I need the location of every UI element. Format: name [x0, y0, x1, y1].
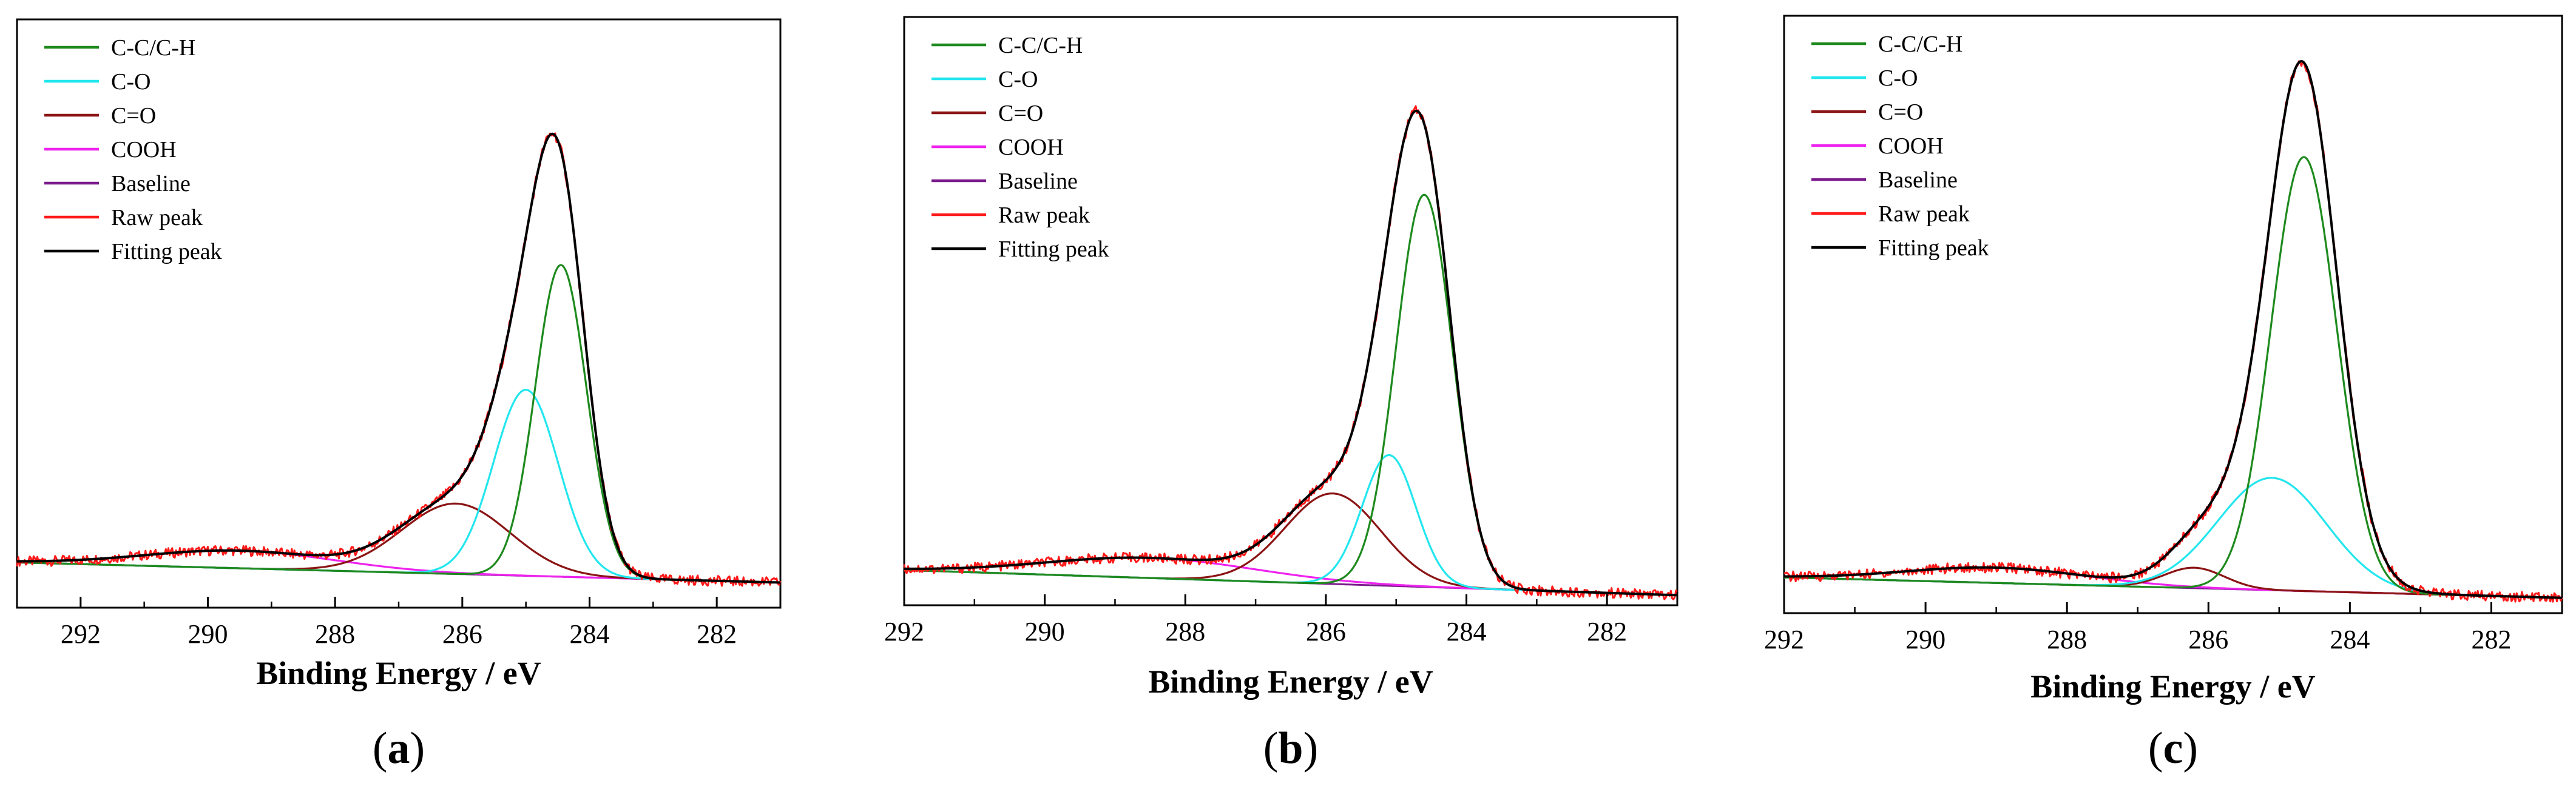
panel-b-legend-label-raw-peak: Raw peak	[998, 203, 1090, 228]
panel-a-x-tick-label: 290	[188, 619, 228, 649]
panel-c-x-tick-label: 290	[1905, 625, 1946, 654]
panel-c-x-tick-label: 284	[2330, 625, 2370, 654]
panel-a-c-o-curve	[17, 502, 780, 584]
panel-a-legend-label-c-c-c-h: C-C/C-H	[111, 35, 195, 61]
panel-c-legend-label-baseline: Baseline	[1878, 167, 1958, 193]
panel-b-legend-label-c-c-c-h: C-C/C-H	[998, 33, 1083, 58]
panel-c-x-tick-label: 282	[2471, 625, 2511, 654]
panel-a-legend-label-fitting-peak: Fitting peak	[111, 239, 222, 264]
panel-a-x-tick-label: 288	[315, 619, 355, 649]
panel-c-label: (c)	[2148, 724, 2198, 773]
panel-a-x-tick-label: 286	[442, 619, 482, 649]
panel-c-curves	[1783, 59, 2563, 603]
panel-a-legend: C-C/C-H C-O C=O COOH Baseline Raw peak Fitting…	[44, 35, 222, 264]
panel-a-legend-label-baseline: Baseline	[111, 171, 191, 196]
panel-a-legend-label-raw-peak: Raw peak	[111, 205, 203, 230]
panel-b-legend-label-baseline: Baseline	[998, 169, 1078, 194]
panel-a-legend-label-c-o: C=O	[111, 103, 156, 129]
panel-c-legend: C-C/C-H C-O C=O COOH Baseline Raw peak Fitting…	[1811, 32, 1989, 261]
panel-a-x-tick-label: 282	[697, 619, 737, 649]
panel-b-legend-label-fitting-peak: Fitting peak	[998, 237, 1109, 262]
panel-b-x-tick-label: 286	[1306, 617, 1346, 646]
panel-b-frame	[903, 16, 1678, 606]
panel-c-legend-label-cooh: COOH	[1878, 133, 1944, 159]
panel-b-x-tick-label: 282	[1587, 617, 1627, 646]
panel-a: 292 290 288 286 284 282 C-C/C-H C-O C=O COOH Base…	[16, 18, 782, 773]
panel-c-legend-label-fitting-peak: Fitting peak	[1878, 235, 1989, 261]
panel-c-legend-label-c-o: C=O	[1878, 99, 1923, 125]
panel-b-label: (b)	[1263, 724, 1318, 773]
panel-b-c-o-curve	[904, 492, 1678, 596]
panel-c-ticks: 292 290 288 286 284 282	[1764, 602, 2563, 654]
panel-b-fitting-peak-curve	[904, 109, 1678, 597]
panel-c: 292 290 288 286 284 282 C-C/C-H C-O C=O COOH Base…	[1764, 15, 2563, 773]
panel-b-x-tick-label: 292	[884, 617, 924, 646]
panel-c-x-axis-title: Binding Energy / eV	[2030, 668, 2316, 705]
panel-c-legend-label-c-o: C-O	[1878, 65, 1918, 91]
panel-b-legend-label-c-o: C-O	[998, 67, 1038, 92]
panel-a-legend-label-cooh: COOH	[111, 137, 177, 163]
panel-b-legend-label-cooh: COOH	[998, 135, 1064, 160]
panel-a-x-tick-label: 292	[61, 619, 101, 649]
panel-b-ticks: 292 290 288 286 284 282	[884, 594, 1678, 646]
panel-a-fitting-peak-curve	[17, 132, 780, 584]
panel-b: 292 290 288 286 284 282 C-C/C-H C-O C=O COOH Base…	[884, 16, 1678, 773]
panel-c-x-tick-label: 292	[1764, 625, 1804, 654]
panel-b-curves	[903, 105, 1678, 600]
panel-b-legend: C-C/C-H C-O C=O COOH Baseline Raw peak Fitting…	[931, 33, 1109, 262]
panel-b-x-tick-label: 290	[1025, 617, 1065, 646]
panel-a-legend-label-c-o: C-O	[111, 69, 150, 95]
panel-c-x-tick-label: 288	[2047, 625, 2087, 654]
panel-b-x-axis-title: Binding Energy / eV	[1148, 663, 1433, 700]
panel-a-ticks: 292 290 288 286 284 282	[16, 597, 782, 649]
panel-a-c-c-c-h-curve	[17, 264, 780, 584]
panel-b-legend-label-c-o: C=O	[998, 101, 1043, 126]
panel-c-x-tick-label: 286	[2188, 625, 2228, 654]
panel-a-raw-peak-curve	[16, 132, 782, 587]
panel-b-x-tick-label: 284	[1447, 617, 1487, 646]
panel-a-curves	[16, 132, 782, 587]
panel-a-label: (a)	[373, 724, 425, 773]
panel-a-x-tick-label: 284	[570, 619, 610, 649]
panel-a-x-axis-title: Binding Energy / eV	[256, 655, 541, 691]
panel-c-frame	[1783, 15, 2563, 614]
panel-c-fitting-peak-curve	[1784, 59, 2562, 599]
panel-c-legend-label-raw-peak: Raw peak	[1878, 201, 1970, 227]
panel-b-x-tick-label: 288	[1165, 617, 1205, 646]
panel-c-legend-label-c-c-c-h: C-C/C-H	[1878, 32, 1962, 57]
